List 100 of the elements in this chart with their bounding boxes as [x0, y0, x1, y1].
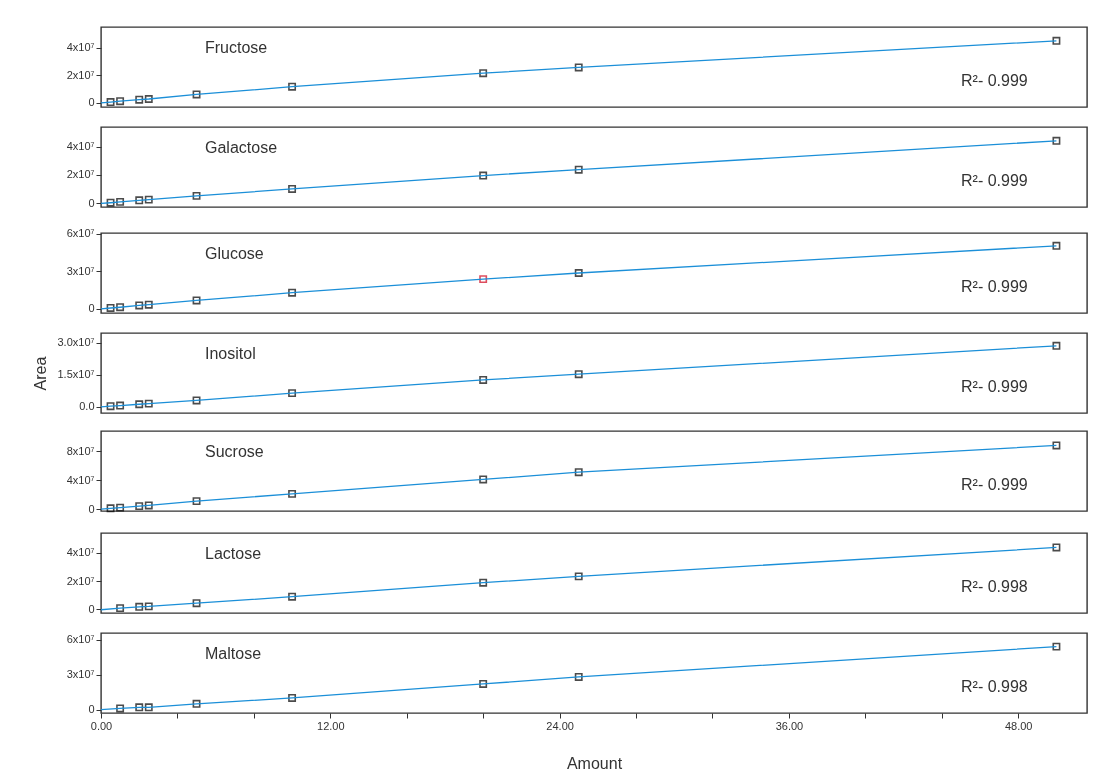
text: Lactose: [205, 545, 262, 562]
annotation: R²- 0.999: [961, 476, 1028, 493]
point: [479, 680, 488, 688]
point: [479, 578, 488, 587]
point: [192, 497, 201, 506]
point: [288, 82, 297, 91]
point: [116, 97, 125, 106]
point: [1052, 341, 1061, 350]
point: [106, 198, 115, 207]
x-tick-label: 24.00: [546, 719, 574, 732]
point: [1052, 241, 1061, 250]
point: [135, 400, 144, 409]
annotation: R²- 0.999: [961, 172, 1028, 189]
x-axis-title: Amount: [566, 754, 623, 772]
point: [116, 401, 125, 410]
x-tick-label: 48.00: [1004, 719, 1033, 732]
y-tick-label: 0: [88, 703, 95, 716]
point: [144, 195, 153, 204]
point: [135, 95, 144, 104]
point: [479, 275, 488, 284]
point: [116, 197, 125, 206]
annotation: R²- 0.998: [961, 678, 1028, 695]
point: [144, 300, 153, 309]
y-tick-label: 3x10⁷: [66, 264, 95, 277]
point: [192, 191, 201, 200]
point: [116, 704, 125, 713]
x-tick-label: 0.00: [90, 719, 113, 732]
point: [144, 501, 153, 510]
y-tick-label: 2x10⁷: [66, 574, 95, 587]
text: Glucose: [205, 245, 264, 262]
point: [1052, 642, 1061, 651]
point: [479, 475, 488, 484]
point: [288, 592, 297, 601]
y-tick-label: 4x10⁷: [66, 473, 95, 486]
point: [116, 303, 125, 312]
y-tick-label: 6x10⁷: [66, 633, 95, 646]
y-tick-label: 0: [88, 502, 95, 515]
y-tick-label: 0.0: [79, 400, 95, 413]
y-tick-label: 2x10⁷: [66, 168, 95, 181]
point: [288, 693, 297, 702]
point: [106, 402, 115, 411]
point: [574, 165, 583, 174]
point: [192, 396, 201, 405]
point: [144, 95, 153, 103]
y-tick-label: 4x10⁷: [66, 41, 95, 54]
point: [135, 502, 144, 511]
point: [479, 171, 488, 180]
point: [1052, 441, 1061, 450]
point: [574, 673, 583, 681]
y-tick-label: 0: [88, 196, 95, 209]
point: [106, 504, 115, 513]
point: [135, 602, 144, 611]
point: [144, 703, 153, 712]
y-tick-label: 0: [88, 602, 95, 615]
point: [288, 489, 297, 498]
point: [106, 98, 115, 106]
y-tick-label: 4x10⁷: [66, 140, 95, 152]
annotation: R²- 0.999: [961, 278, 1028, 295]
point: [144, 399, 153, 408]
point: [106, 304, 115, 312]
annotation: R²- 0.999: [961, 72, 1028, 89]
point: [1052, 136, 1061, 145]
point: [192, 90, 201, 99]
point: [574, 63, 583, 72]
x-tick-label: 12.00: [317, 719, 345, 732]
point: [135, 301, 144, 310]
point: [288, 288, 297, 297]
point: [479, 375, 488, 384]
point: [135, 703, 144, 712]
y-tick-label: 2x10⁷: [66, 68, 95, 81]
y-tick-label: 3.0x10⁷: [57, 336, 95, 349]
y-tick-label: 4x10⁷: [66, 546, 95, 559]
point: [192, 699, 201, 708]
point: [192, 296, 201, 305]
point: [574, 370, 583, 379]
point: [116, 503, 125, 512]
point: [288, 389, 297, 398]
y-tick-label: 8x10⁷: [66, 444, 95, 457]
point: [144, 602, 153, 611]
text: Inositol: [205, 345, 256, 362]
text: Sucrose: [205, 443, 264, 460]
point: [135, 196, 144, 205]
point: [1052, 36, 1061, 45]
text: Fructose: [205, 39, 268, 56]
text: Maltose: [205, 645, 262, 662]
y-tick-label: 1.5x10⁷: [57, 368, 95, 381]
point: [116, 604, 125, 613]
point: [479, 69, 488, 78]
y-tick-label: 0: [88, 96, 95, 109]
point: [192, 599, 201, 608]
text: Galactose: [205, 139, 278, 156]
y-axis-title: Area: [32, 356, 50, 391]
y-tick-label: 3x10⁷: [66, 668, 95, 681]
point: [1052, 543, 1061, 552]
y-tick-label: 0: [88, 302, 95, 315]
annotation: R²- 0.999: [961, 378, 1028, 395]
x-tick-label: 36.00: [775, 719, 804, 732]
annotation: R²- 0.998: [961, 578, 1028, 595]
point: [288, 184, 297, 193]
point: [574, 468, 583, 477]
